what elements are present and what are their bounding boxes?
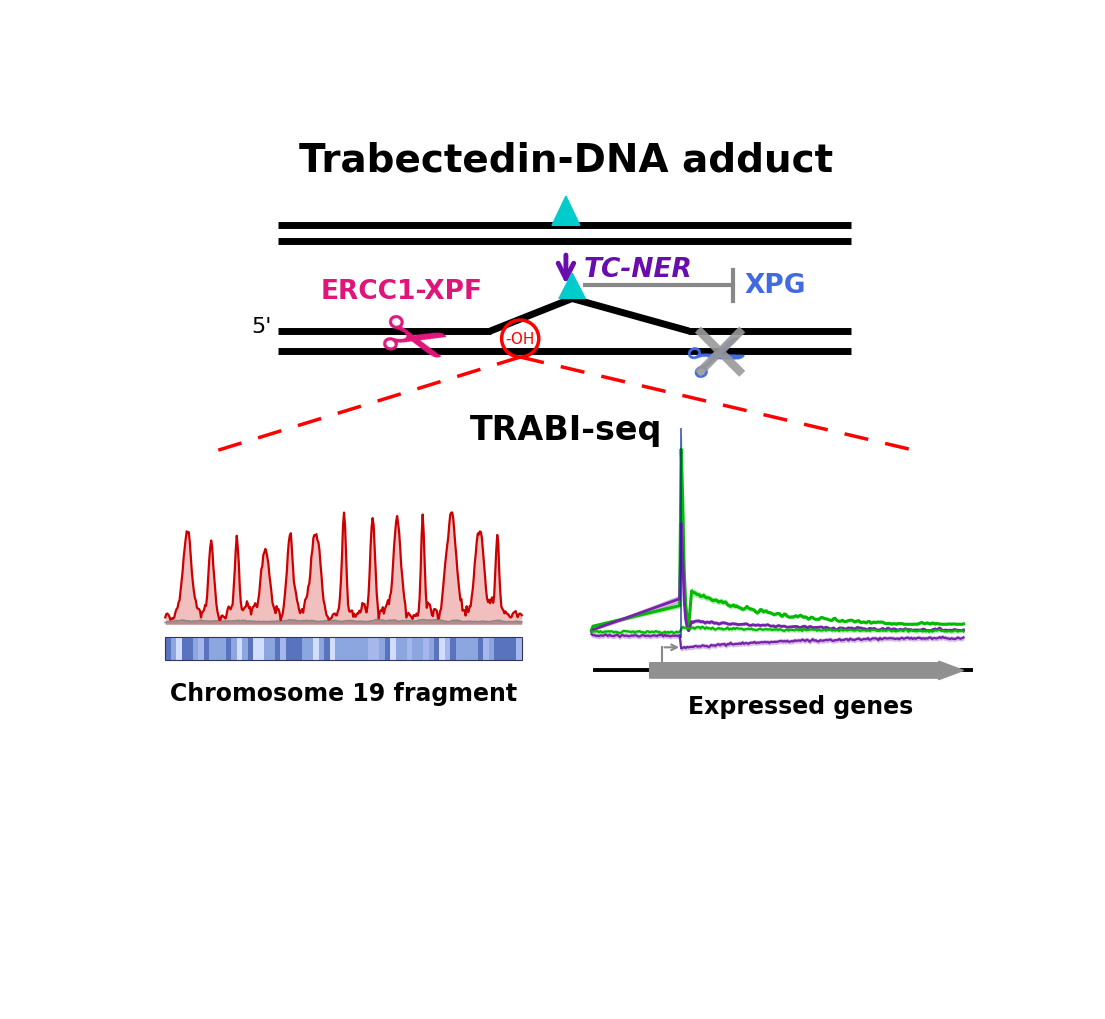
Bar — [166, 638, 171, 660]
Bar — [231, 638, 236, 660]
Text: 5': 5' — [251, 317, 272, 337]
Bar — [418, 638, 423, 660]
Bar — [396, 638, 401, 660]
Bar — [412, 638, 418, 660]
Bar — [462, 638, 467, 660]
Bar — [499, 638, 505, 660]
Bar — [368, 638, 373, 660]
Bar — [181, 638, 187, 660]
Bar — [192, 638, 198, 660]
Text: -OH: -OH — [505, 332, 535, 346]
Bar — [494, 638, 499, 660]
Bar — [297, 638, 303, 660]
Bar — [292, 638, 297, 660]
Bar — [225, 638, 231, 660]
Bar — [390, 638, 396, 660]
Text: TRABI-seq: TRABI-seq — [470, 414, 662, 446]
Bar — [324, 638, 329, 660]
Bar — [505, 638, 511, 660]
Bar — [401, 638, 407, 660]
Text: XPG: XPG — [745, 273, 807, 300]
Bar — [171, 638, 176, 660]
Bar — [259, 638, 264, 660]
Bar — [264, 638, 270, 660]
Bar — [270, 638, 275, 660]
Bar — [335, 638, 340, 660]
Text: Trabectedin-DNA adduct: Trabectedin-DNA adduct — [298, 142, 833, 179]
Bar — [434, 638, 440, 660]
Bar — [314, 638, 319, 660]
Bar — [203, 638, 209, 660]
Bar — [346, 638, 351, 660]
Bar — [440, 638, 445, 660]
Bar — [275, 638, 281, 660]
Bar — [473, 638, 477, 660]
Bar — [385, 638, 390, 660]
Bar — [456, 638, 462, 660]
Bar — [166, 638, 522, 660]
Text: ERCC1-XPF: ERCC1-XPF — [320, 278, 482, 305]
Bar — [209, 638, 214, 660]
Bar — [423, 638, 429, 660]
Bar — [286, 638, 292, 660]
Bar — [445, 638, 451, 660]
Bar — [340, 638, 346, 660]
Bar — [187, 638, 192, 660]
Bar — [516, 638, 522, 660]
Bar — [236, 638, 242, 660]
Text: ✂: ✂ — [370, 301, 456, 393]
Bar — [511, 638, 516, 660]
Bar — [488, 638, 494, 660]
Bar — [281, 638, 286, 660]
Bar — [379, 638, 385, 660]
Bar — [483, 638, 488, 660]
Text: Chromosome 19 fragment: Chromosome 19 fragment — [170, 682, 517, 705]
Bar — [357, 638, 362, 660]
Bar — [329, 638, 335, 660]
Text: TC-NER: TC-NER — [583, 257, 693, 283]
Bar — [198, 638, 203, 660]
Bar — [477, 638, 483, 660]
Bar — [373, 638, 379, 660]
Bar — [308, 638, 314, 660]
Bar — [176, 638, 181, 660]
Bar — [242, 638, 248, 660]
Bar — [303, 638, 308, 660]
Polygon shape — [552, 197, 580, 226]
Bar — [248, 638, 253, 660]
Text: ✂: ✂ — [680, 317, 759, 401]
Text: Expressed genes: Expressed genes — [688, 694, 914, 717]
Bar — [467, 638, 473, 660]
Text: ✕: ✕ — [683, 318, 756, 400]
Bar — [319, 638, 324, 660]
Bar — [253, 638, 259, 660]
Bar — [451, 638, 456, 660]
Bar — [220, 638, 225, 660]
FancyArrow shape — [650, 661, 964, 680]
Bar — [429, 638, 434, 660]
Polygon shape — [559, 274, 586, 300]
Bar — [407, 638, 412, 660]
Bar — [362, 638, 368, 660]
Bar — [214, 638, 220, 660]
Bar — [351, 638, 357, 660]
